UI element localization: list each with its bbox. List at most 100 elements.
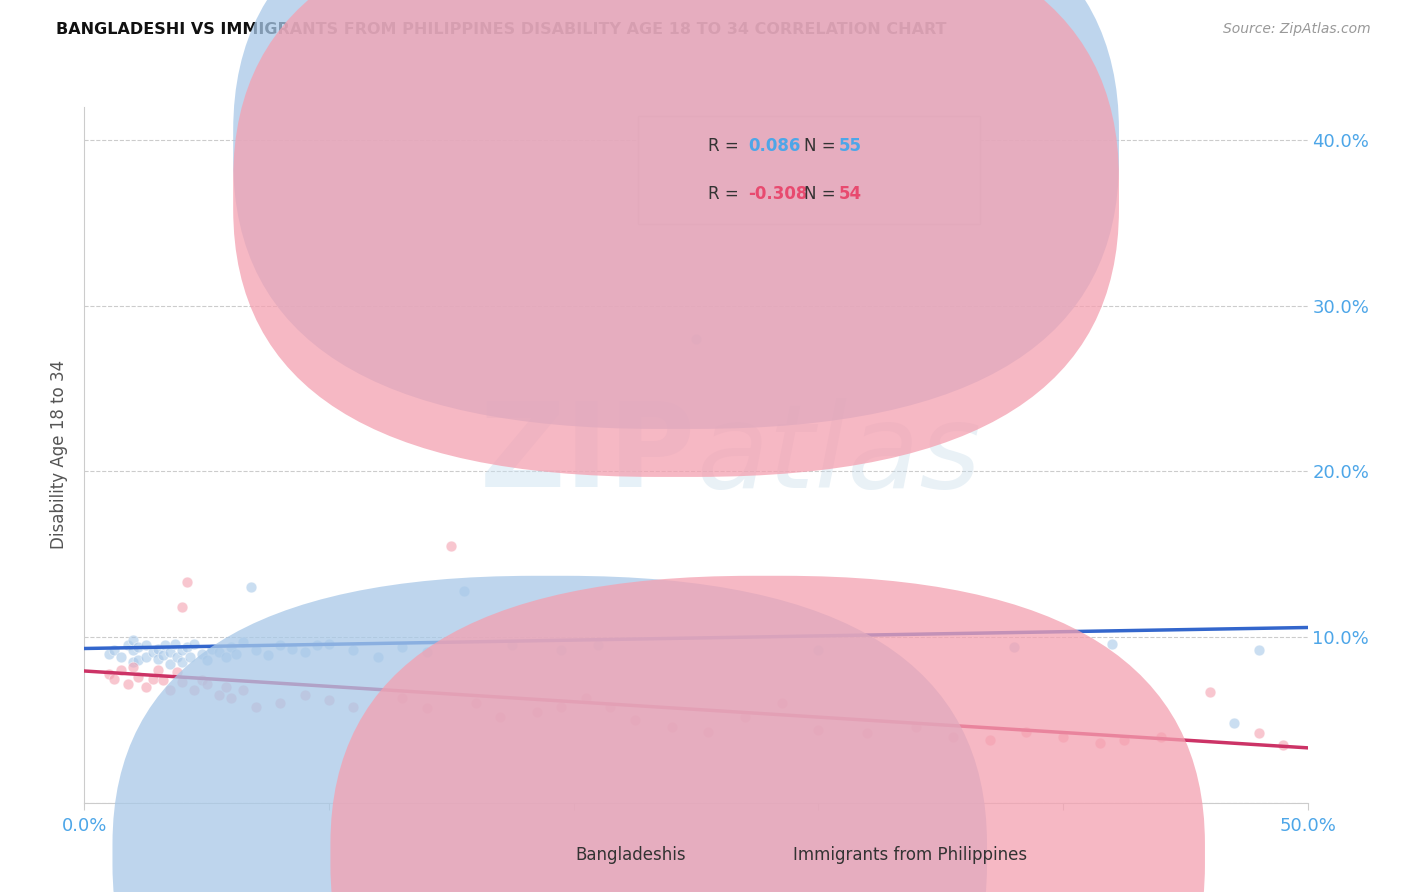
Point <box>110 663 132 677</box>
Point <box>127 670 149 684</box>
Point <box>195 676 218 690</box>
Point <box>502 639 524 653</box>
Point <box>219 691 242 706</box>
Point <box>232 635 254 649</box>
Point <box>942 730 965 744</box>
Point <box>122 643 145 657</box>
Point <box>245 699 267 714</box>
Point <box>526 705 548 719</box>
Point <box>318 637 340 651</box>
Point <box>208 645 231 659</box>
Point <box>464 697 486 711</box>
Text: N =: N = <box>804 136 841 154</box>
Point <box>807 643 830 657</box>
Point <box>1223 716 1246 731</box>
Point <box>163 637 186 651</box>
Point <box>176 575 198 590</box>
Text: Immigrants from Philippines: Immigrants from Philippines <box>793 846 1028 863</box>
Point <box>179 650 201 665</box>
Point <box>257 648 280 663</box>
Point <box>135 639 157 653</box>
Point <box>305 639 328 653</box>
Text: 55: 55 <box>839 136 862 154</box>
Point <box>110 650 132 665</box>
Point <box>807 723 830 737</box>
Point <box>183 637 205 651</box>
Point <box>416 645 439 659</box>
Point <box>281 641 304 656</box>
Point <box>697 724 720 739</box>
Text: Source: ZipAtlas.com: Source: ZipAtlas.com <box>1223 22 1371 37</box>
Text: N =: N = <box>804 185 841 202</box>
Point <box>103 672 125 686</box>
Point <box>575 691 598 706</box>
Text: 54: 54 <box>839 185 862 202</box>
Point <box>152 673 174 688</box>
Point <box>215 680 238 694</box>
Point <box>391 691 413 706</box>
Point <box>191 647 214 661</box>
Point <box>979 732 1001 747</box>
Point <box>122 633 145 648</box>
Point <box>1015 724 1038 739</box>
Point <box>1247 643 1270 657</box>
Point <box>215 650 238 665</box>
Point <box>97 666 120 681</box>
Point <box>342 699 364 714</box>
Point <box>176 640 198 654</box>
Point <box>905 720 928 734</box>
Point <box>269 697 291 711</box>
Point <box>550 643 572 657</box>
Point <box>599 699 621 714</box>
Point <box>294 688 316 702</box>
Point <box>734 709 756 723</box>
Text: -0.308: -0.308 <box>748 185 807 202</box>
Point <box>1101 637 1123 651</box>
Y-axis label: Disability Age 18 to 34: Disability Age 18 to 34 <box>51 360 69 549</box>
Point <box>117 676 139 690</box>
Point <box>97 647 120 661</box>
Point <box>1150 730 1173 744</box>
Point <box>1247 726 1270 740</box>
Point <box>245 643 267 657</box>
Point <box>159 657 181 671</box>
Point <box>135 650 157 665</box>
Point <box>391 640 413 654</box>
Point <box>122 660 145 674</box>
Point <box>1198 685 1220 699</box>
Text: 0.086: 0.086 <box>748 136 800 154</box>
Point <box>152 648 174 663</box>
Point <box>127 653 149 667</box>
Point <box>172 600 194 615</box>
Point <box>624 713 647 727</box>
Point <box>122 655 145 669</box>
Point <box>103 643 125 657</box>
Point <box>856 726 879 740</box>
Point <box>208 688 231 702</box>
Point <box>127 640 149 654</box>
Text: R =: R = <box>709 136 744 154</box>
Point <box>1114 732 1136 747</box>
Point <box>318 693 340 707</box>
Point <box>440 539 463 553</box>
Point <box>191 673 214 688</box>
Point <box>183 683 205 698</box>
Point <box>685 332 707 346</box>
Point <box>294 645 316 659</box>
Point <box>1088 736 1111 750</box>
Point <box>367 650 389 665</box>
Point <box>135 680 157 694</box>
Text: ZIP: ZIP <box>479 398 696 512</box>
Point <box>146 641 169 656</box>
Point <box>142 645 165 659</box>
Point <box>153 639 176 653</box>
Point <box>200 641 222 656</box>
Point <box>586 639 609 653</box>
Point <box>269 639 291 653</box>
Point <box>159 683 181 698</box>
Point <box>219 640 242 654</box>
Point <box>117 639 139 653</box>
Point <box>239 581 262 595</box>
Text: R =: R = <box>709 185 744 202</box>
Point <box>550 699 572 714</box>
